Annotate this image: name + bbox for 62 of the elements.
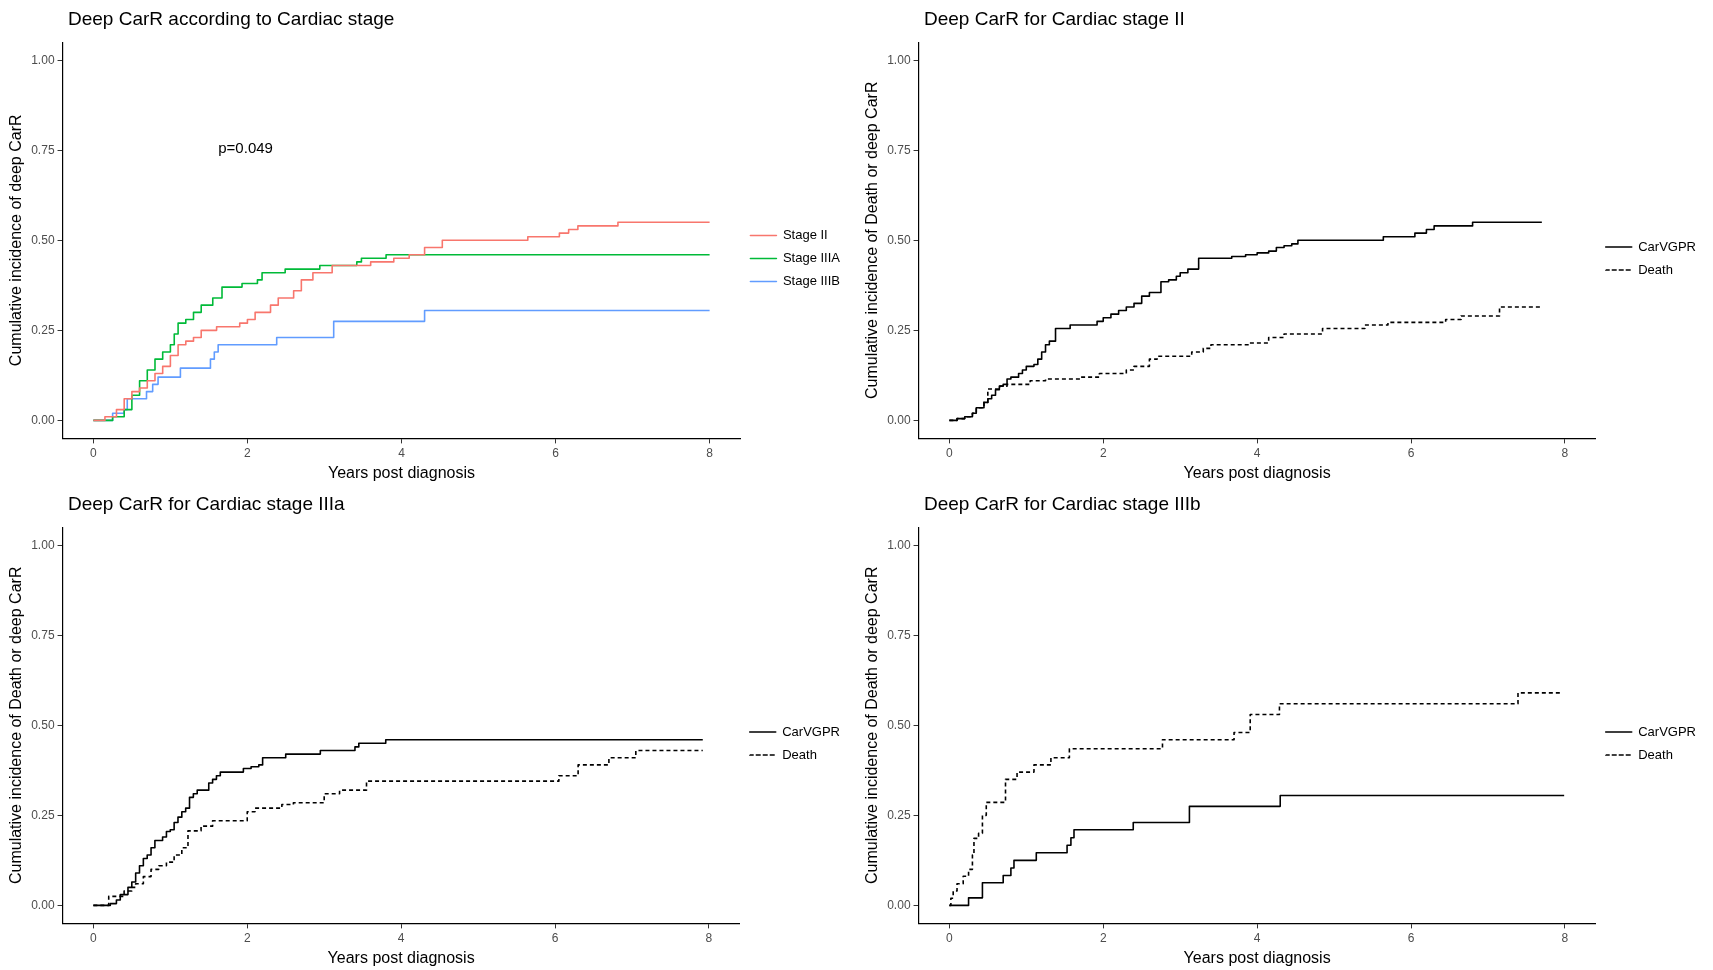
x-tick-label: 2: [243, 930, 251, 945]
legend-label: Stage IIIB: [782, 273, 840, 289]
y-tick-label: 0.50: [31, 717, 55, 732]
y-tick-label: 0.25: [31, 322, 55, 337]
x-axis-title: Years post diagnosis: [1183, 463, 1331, 481]
y-tick-label: 0.00: [31, 897, 55, 912]
y-tick-label: 0.75: [887, 627, 911, 642]
y-tick-label: 0.00: [31, 412, 55, 427]
x-axis-title: Years post diagnosis: [327, 463, 476, 481]
y-axis-title: Cumulative incidence of deep CarR: [7, 114, 25, 367]
y-tick-label: 1.00: [887, 537, 911, 552]
y-tick-label: 0.00: [887, 897, 911, 912]
x-tick-label: 2: [244, 445, 252, 460]
legend-label: Stage II: [782, 227, 828, 243]
y-axis-title: Cumulative incidence of Death or deep CarR: [7, 566, 25, 885]
y-tick-label: 1.00: [31, 52, 55, 67]
y-tick-label: 1.00: [887, 52, 911, 67]
y-tick-label: 1.00: [31, 537, 55, 552]
legend-label: CarVGPR: [1638, 238, 1697, 254]
x-tick-label: 6: [552, 445, 560, 460]
x-tick-label: 0: [945, 930, 953, 945]
x-tick-label: 2: [1099, 930, 1107, 945]
legend-label: Death: [1638, 261, 1673, 277]
y-tick-label: 0.75: [31, 142, 55, 157]
legend-label: CarVGPR: [782, 723, 841, 739]
y-tick-label: 0.50: [887, 717, 911, 732]
chart-title: Deep CarR for Cardiac stage IIIa: [68, 493, 345, 515]
x-tick-label: 4: [1253, 930, 1261, 945]
y-tick-label: 0.00: [887, 412, 911, 427]
x-tick-label: 0: [89, 930, 97, 945]
x-tick-label: 6: [1407, 930, 1415, 945]
x-tick-label: 2: [1099, 445, 1107, 460]
x-tick-label: 8: [1561, 445, 1569, 460]
y-axis-title: Cumulative incidence of Death or deep CarR: [863, 566, 881, 885]
x-tick-label: 4: [398, 445, 406, 460]
x-axis-title: Years post diagnosis: [327, 948, 475, 966]
x-tick-label: 0: [945, 445, 953, 460]
x-tick-label: 8: [706, 445, 714, 460]
y-tick-label: 0.25: [31, 807, 55, 822]
y-tick-label: 0.75: [31, 627, 55, 642]
legend-label: Death: [782, 746, 817, 762]
x-axis-title: Years post diagnosis: [1183, 948, 1331, 966]
x-tick-label: 8: [705, 930, 713, 945]
y-tick-label: 0.50: [31, 232, 55, 247]
chart-title: Deep CarR for Cardiac stage IIIb: [924, 493, 1201, 515]
y-tick-label: 0.75: [887, 142, 911, 157]
x-tick-label: 4: [397, 930, 405, 945]
legend-label: Death: [1638, 746, 1673, 762]
x-tick-label: 4: [1253, 445, 1261, 460]
y-tick-label: 0.25: [887, 322, 911, 337]
x-tick-label: 6: [551, 930, 559, 945]
chart-title: Deep CarR according to Cardiac stage: [68, 8, 395, 30]
x-tick-label: 0: [90, 445, 98, 460]
chart-title: Deep CarR for Cardiac stage II: [924, 8, 1185, 30]
legend-label: CarVGPR: [1638, 723, 1697, 739]
y-axis-title: Cumulative incidence of Death or deep CarR: [863, 81, 881, 400]
legend-label: Stage IIIA: [782, 250, 841, 266]
y-tick-label: 0.50: [887, 232, 911, 247]
x-tick-label: 6: [1407, 445, 1415, 460]
annotation: p=0.049: [218, 139, 273, 157]
y-tick-label: 0.25: [887, 807, 911, 822]
x-tick-label: 8: [1561, 930, 1569, 945]
